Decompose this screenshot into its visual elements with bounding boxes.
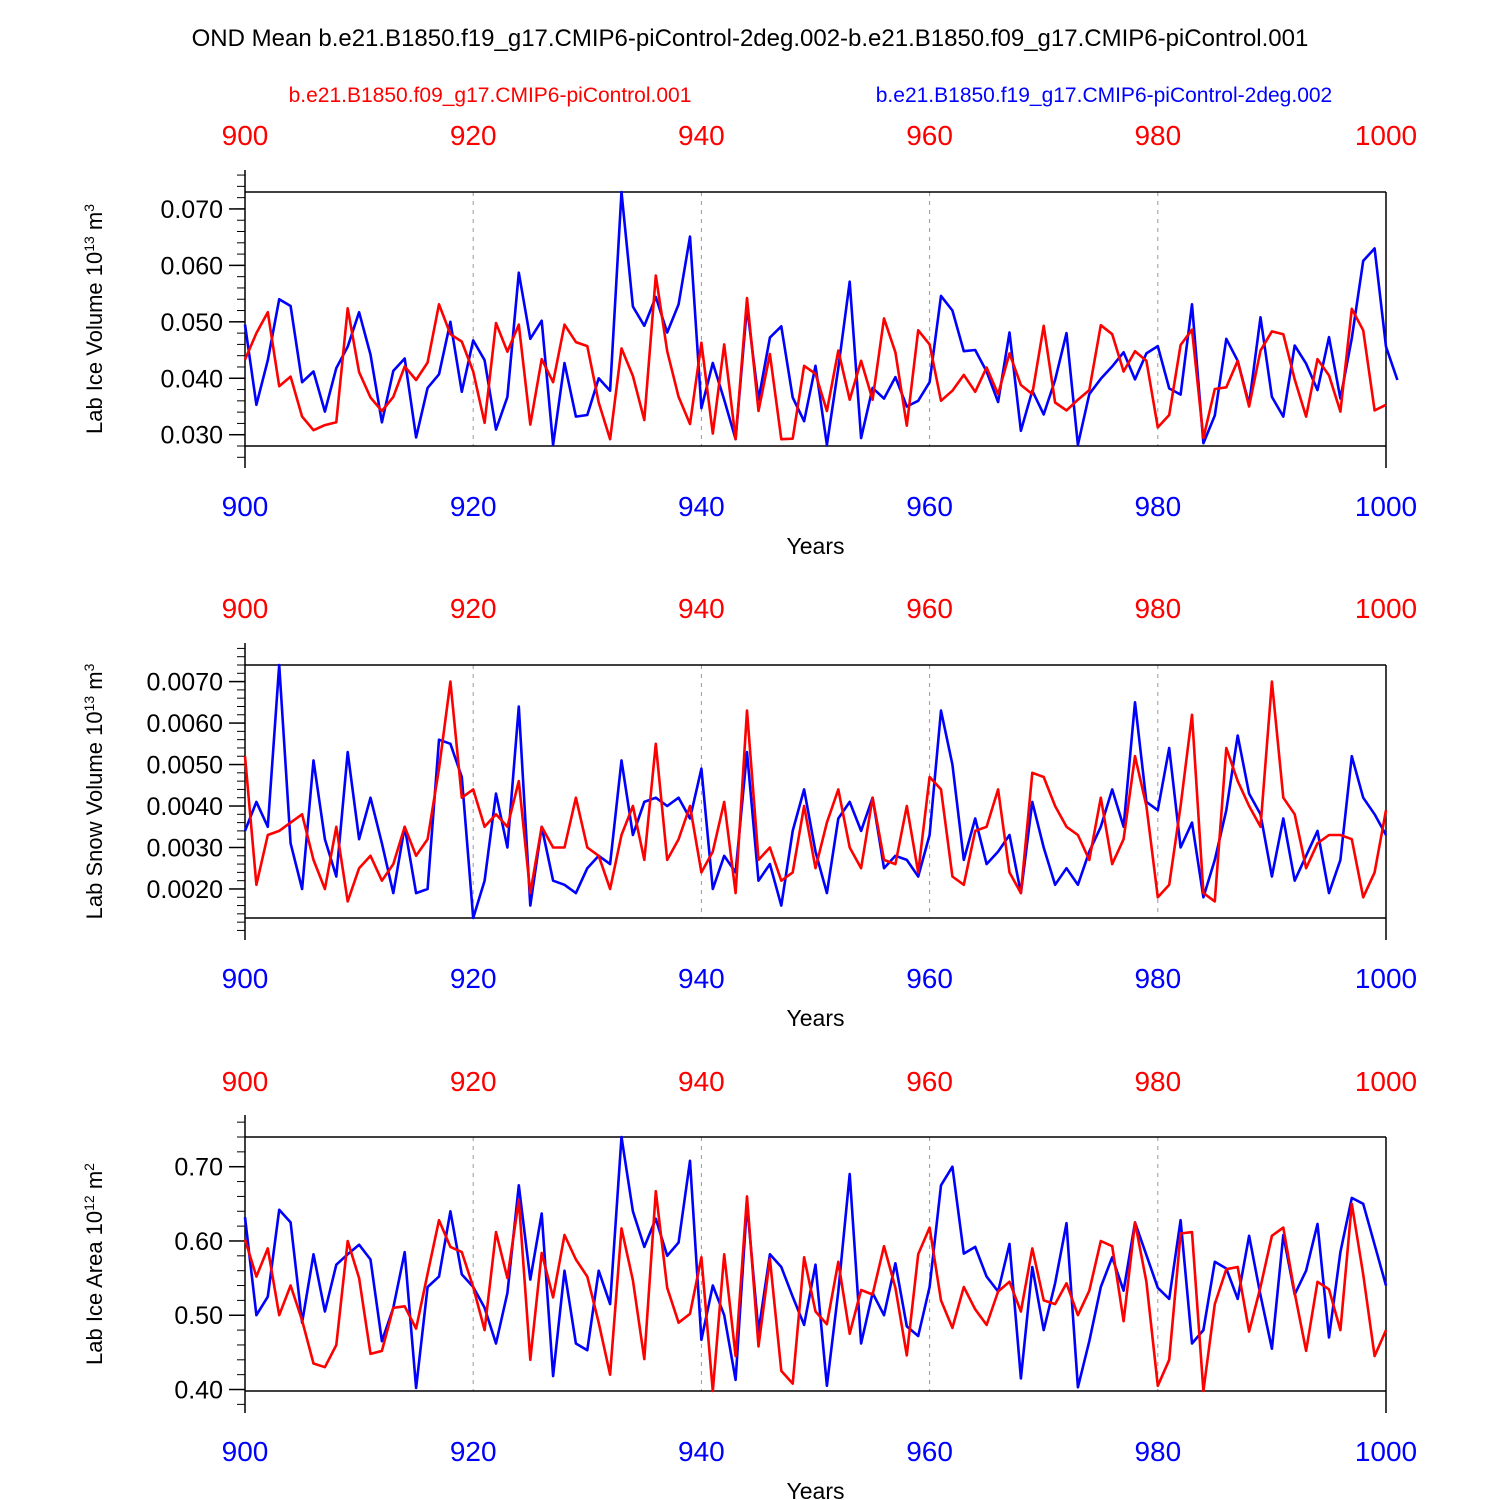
x-tick-label-top: 940 (678, 1066, 725, 1097)
x-tick-label-top: 960 (906, 120, 953, 151)
x-axis-label: Years (787, 533, 845, 559)
x-tick-label-bottom: 940 (678, 963, 725, 994)
x-tick-label-bottom: 1000 (1355, 491, 1417, 522)
series-line-blue (243, 190, 1399, 447)
x-tick-label-top: 960 (906, 593, 953, 624)
x-tick-label-top: 900 (222, 1066, 269, 1097)
y-tick-label: 0.0050 (147, 752, 223, 780)
y-tick-label: 0.0070 (147, 669, 223, 697)
x-tick-label-bottom: 920 (450, 491, 497, 522)
x-axis-label: Years (787, 1005, 845, 1031)
y-tick-label: 0.50 (174, 1302, 223, 1330)
y-label-superscript: 3 (81, 663, 97, 671)
x-tick-label-bottom: 900 (222, 491, 269, 522)
y-label-superscript: 3 (81, 204, 97, 212)
x-tick-label-bottom: 900 (222, 963, 269, 994)
figure-title: OND Mean b.e21.B1850.f19_g17.CMIP6-piCon… (192, 25, 1309, 52)
x-tick-label-top: 960 (906, 1066, 953, 1097)
y-label-part: m (82, 671, 107, 695)
x-tick-label-bottom: 980 (1134, 491, 1181, 522)
y-label-part: Lab Ice Volume 10 (82, 252, 107, 434)
x-tick-label-bottom: 1000 (1355, 1436, 1417, 1467)
y-label-superscript: 12 (81, 1195, 97, 1211)
x-tick-label-bottom: 960 (906, 1436, 953, 1467)
y-label-part: Lab Snow Volume 10 (82, 711, 107, 919)
x-tick-label-top: 1000 (1355, 593, 1417, 624)
y-tick-label: 0.0040 (147, 793, 223, 821)
x-tick-label-bottom: 960 (906, 963, 953, 994)
x-tick-label-top: 980 (1134, 120, 1181, 151)
legend-blue-label: b.e21.B1850.f19_g17.CMIP6-piControl-2deg… (876, 84, 1332, 107)
y-label-part: m (82, 212, 107, 236)
y-tick-label: 0.040 (160, 365, 223, 393)
x-tick-label-top: 900 (222, 120, 269, 151)
series-line-red (243, 1189, 1388, 1393)
chart-panel-2: 0.0020 0.0030 0.0040 0.0050 0.0060 0.0070 900 9… (81, 593, 1417, 1031)
x-tick-label-top: 980 (1134, 593, 1181, 624)
y-label-part: Lab Ice Area 10 (82, 1211, 107, 1365)
y-label-superscript: 13 (81, 696, 97, 712)
y-tick-label: 0.060 (160, 252, 223, 280)
y-tick-label: 0.0060 (147, 710, 223, 738)
x-tick-label-top: 980 (1134, 1066, 1181, 1097)
chart-panel-1: 0.030 0.040 0.050 0.060 0.070 900 900 920 920 940… (81, 120, 1417, 559)
x-tick-label-top: 900 (222, 593, 269, 624)
x-tick-label-bottom: 980 (1134, 963, 1181, 994)
x-tick-label-bottom: 940 (678, 491, 725, 522)
x-tick-label-top: 920 (450, 120, 497, 151)
x-tick-label-bottom: 980 (1134, 1436, 1181, 1467)
y-label-superscript: 13 (81, 236, 97, 252)
x-tick-label-top: 1000 (1355, 120, 1417, 151)
x-tick-label-top: 940 (678, 120, 725, 151)
y-tick-label: 0.60 (174, 1228, 223, 1256)
x-tick-label-top: 940 (678, 593, 725, 624)
y-tick-label: 0.0020 (147, 876, 223, 904)
y-tick-label: 0.70 (174, 1154, 223, 1182)
y-tick-label: 0.070 (160, 196, 223, 224)
x-tick-label-top: 1000 (1355, 1066, 1417, 1097)
chart-panels: 0.030 0.040 0.050 0.060 0.070 900 900 920 920 940… (81, 120, 1417, 1500)
x-tick-label-bottom: 920 (450, 963, 497, 994)
x-tick-label-top: 920 (450, 1066, 497, 1097)
y-tick-label: 0.40 (174, 1377, 223, 1405)
series-line-blue (243, 1135, 1388, 1390)
x-tick-label-bottom: 900 (222, 1436, 269, 1467)
x-tick-label-top: 920 (450, 593, 497, 624)
x-tick-label-bottom: 920 (450, 1436, 497, 1467)
y-tick-label: 0.050 (160, 309, 223, 337)
y-axis-label: Lab Snow Volume 1013 m3 (81, 663, 107, 919)
y-label-superscript: 2 (81, 1163, 97, 1171)
y-tick-label: 0.0030 (147, 834, 223, 862)
y-label-part: m (82, 1171, 107, 1195)
y-axis-label: Lab Ice Area 1012 m2 (81, 1163, 107, 1365)
y-tick-label: 0.030 (160, 422, 223, 450)
series-line-red (243, 680, 1388, 903)
legend-red-label: b.e21.B1850.f09_g17.CMIP6-piControl.001 (289, 84, 692, 107)
y-axis-label: Lab Ice Volume 1013 m3 (81, 204, 107, 434)
series-line-blue (243, 663, 1388, 920)
x-tick-label-bottom: 960 (906, 491, 953, 522)
x-tick-label-bottom: 940 (678, 1436, 725, 1467)
series-line-red (243, 274, 1387, 441)
x-tick-label-bottom: 1000 (1355, 963, 1417, 994)
x-axis-label: Years (787, 1478, 845, 1500)
chart-panel-3: 0.40 0.50 0.60 0.70 900 900 920 920 940 940 960 960… (81, 1066, 1417, 1500)
